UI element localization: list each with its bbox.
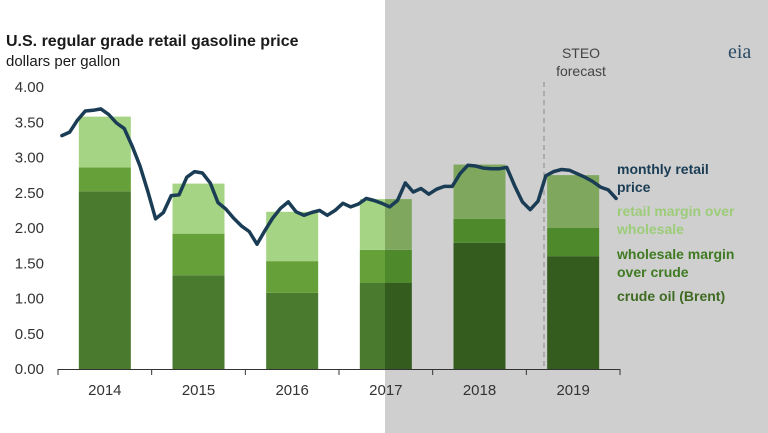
bar-segment-1 <box>453 242 506 369</box>
bar-segment-3 <box>359 199 385 250</box>
bar-segment-1 <box>359 282 385 369</box>
x-tick-label: 2016 <box>275 382 308 399</box>
y-tick-label: 2.50 <box>15 185 44 202</box>
bar-segment-2 <box>172 233 225 276</box>
x-axis-tick-labels: 2014 2015 2016 2017 2018 2019 <box>57 369 621 399</box>
legend-retail-margin-line-1: retail margin over <box>617 203 735 219</box>
bar-segment-2-forecast <box>385 249 412 283</box>
forecast-label-line-2: forecast <box>556 63 606 79</box>
x-tick-label: 2014 <box>88 382 121 399</box>
x-tick-label: 2019 <box>556 382 589 399</box>
bar-segment-2 <box>266 261 319 293</box>
y-tick-label: 2.00 <box>15 220 44 237</box>
legend-retail-margin-line-2: wholesale <box>616 221 684 237</box>
bar-segment-2 <box>547 228 600 257</box>
legend-monthly-retail-price-line-1: monthly retail <box>617 161 709 177</box>
y-tick-label: 3.50 <box>15 114 44 131</box>
y-tick-label: 0.50 <box>15 326 44 343</box>
x-tick-label: 2018 <box>463 382 496 399</box>
y-tick-label: 0.00 <box>15 361 44 378</box>
x-tick-label: 2015 <box>182 382 215 399</box>
bar-segment-3 <box>266 211 319 262</box>
chart-subtitle: dollars per gallon <box>6 53 120 70</box>
bar-segment-2 <box>359 249 385 283</box>
bar-segment-1-forecast <box>385 282 412 369</box>
bar-segment-1 <box>266 292 319 369</box>
x-tick-label: 2017 <box>369 382 402 399</box>
bar-segment-3 <box>78 116 131 168</box>
y-tick-label: 4.00 <box>15 79 44 96</box>
bar-segment-1 <box>547 256 600 369</box>
eia-logo: eia <box>728 41 751 63</box>
y-tick-label: 3.00 <box>15 150 44 167</box>
chart-title: U.S. regular grade retail gasoline price <box>6 33 299 50</box>
legend-wholesale-margin-line-1: wholesale margin <box>616 246 734 262</box>
forecast-label-line-1: STEO <box>562 45 600 61</box>
bar-segment-1 <box>78 191 131 369</box>
bar-segment-1 <box>172 275 225 369</box>
monthly-retail-price-line <box>60 107 618 246</box>
y-axis-tick-labels: 4.00 3.50 3.00 2.50 2.00 1.50 1.00 0.50 0.00 <box>15 79 44 378</box>
legend-monthly-retail-price-line-2: price <box>617 179 651 195</box>
legend-crude-oil-line-1: crude oil (Brent) <box>617 288 725 304</box>
legend: monthly retail price retail margin over who… <box>616 161 735 304</box>
stacked-bars <box>78 116 600 369</box>
y-tick-label: 1.50 <box>15 255 44 272</box>
y-tick-label: 1.00 <box>15 291 44 308</box>
bar-segment-2 <box>78 167 131 192</box>
legend-wholesale-margin-line-2: over crude <box>617 264 689 280</box>
bar-segment-2 <box>453 218 506 243</box>
bar-segment-3 <box>547 175 600 228</box>
